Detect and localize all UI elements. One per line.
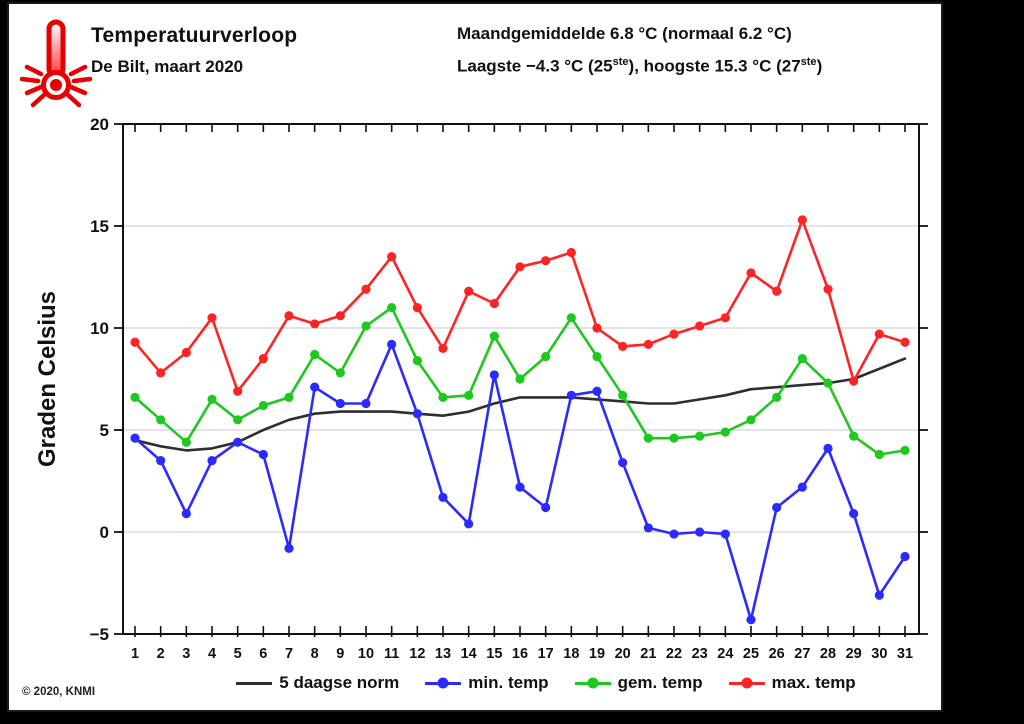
svg-text:8: 8	[311, 646, 319, 662]
legend-marker-min-temp	[437, 677, 449, 689]
svg-text:16: 16	[512, 646, 528, 662]
svg-text:11: 11	[384, 646, 399, 662]
legend-item-gem-temp: gem. temp	[574, 673, 703, 693]
svg-text:10: 10	[358, 646, 374, 662]
svg-text:5: 5	[100, 421, 109, 440]
page-title: Temperatuurverloop	[91, 24, 298, 47]
legend-line-gem-temp	[574, 677, 611, 689]
svg-text:31: 31	[897, 646, 913, 662]
svg-text:28: 28	[820, 646, 836, 662]
copyright-notice: © 2020, KNMI	[22, 686, 96, 698]
page-subtitle: De Bilt, maart 2020	[91, 57, 244, 76]
stat-month-average: Maandgemiddelde 6.8 °C (normaal 6.2 °C)	[457, 24, 792, 43]
svg-text:1: 1	[131, 646, 139, 662]
svg-text:3: 3	[182, 646, 190, 662]
svg-text:25: 25	[743, 646, 759, 662]
legend-label-norm: 5 daagse norm	[279, 673, 400, 692]
svg-text:20: 20	[615, 646, 631, 662]
legend-item-min-temp: min. temp	[425, 673, 549, 693]
legend-item-norm: 5 daagse norm	[236, 673, 399, 693]
svg-text:10: 10	[90, 319, 109, 338]
svg-text:12: 12	[409, 646, 425, 662]
legend-label-gem-temp: gem. temp	[617, 673, 703, 692]
svg-text:13: 13	[435, 646, 451, 662]
svg-text:0: 0	[100, 523, 109, 542]
svg-text:17: 17	[538, 646, 554, 662]
svg-text:24: 24	[717, 646, 733, 662]
svg-text:15: 15	[486, 646, 502, 662]
svg-text:20: 20	[90, 115, 109, 134]
svg-text:−5: −5	[90, 625, 109, 644]
legend-marker-max-temp	[741, 677, 753, 689]
knmi-chart-panel: Temperatuurverloop De Bilt, maart 2020 M…	[7, 2, 943, 712]
chart-legend: 5 daagse norm min. temp gem. temp max. t…	[159, 670, 933, 696]
thermometer-alert-icon	[19, 19, 93, 108]
temperature-chart: 1 2 3 4 5 6 7 8 9 10 11 12 13 14 15 16 17 18 19 20 21 22 23 24 2…	[34, 115, 928, 662]
legend-line-max-temp	[728, 677, 765, 689]
svg-text:21: 21	[640, 646, 656, 662]
svg-text:5: 5	[234, 646, 242, 662]
svg-text:18: 18	[563, 646, 579, 662]
stat-extremes: Laagste −4.3 °C (25ste), hoogste 15.3 °C…	[457, 56, 823, 76]
legend-line-norm	[236, 681, 273, 685]
svg-text:22: 22	[666, 646, 682, 662]
svg-text:23: 23	[692, 646, 708, 662]
svg-text:4: 4	[208, 646, 216, 662]
svg-text:Graden Celsius: Graden Celsius	[34, 291, 61, 467]
svg-text:2: 2	[157, 646, 165, 662]
svg-text:27: 27	[794, 646, 810, 662]
svg-text:29: 29	[846, 646, 862, 662]
legend-label-max-temp: max. temp	[771, 673, 856, 692]
svg-text:15: 15	[90, 217, 109, 236]
legend-item-max-temp: max. temp	[728, 673, 856, 693]
svg-text:9: 9	[336, 646, 344, 662]
svg-text:19: 19	[589, 646, 605, 662]
svg-text:6: 6	[259, 646, 267, 662]
svg-text:14: 14	[461, 646, 477, 662]
svg-text:26: 26	[769, 646, 785, 662]
svg-text:7: 7	[285, 646, 293, 662]
legend-line-min-temp	[425, 677, 462, 689]
legend-label-min-temp: min. temp	[468, 673, 549, 692]
svg-text:30: 30	[871, 646, 887, 662]
stats-block: Maandgemiddelde 6.8 °C (normaal 6.2 °C) …	[457, 24, 937, 89]
legend-marker-gem-temp	[587, 677, 599, 689]
title-block: Temperatuurverloop De Bilt, maart 2020	[91, 24, 297, 77]
